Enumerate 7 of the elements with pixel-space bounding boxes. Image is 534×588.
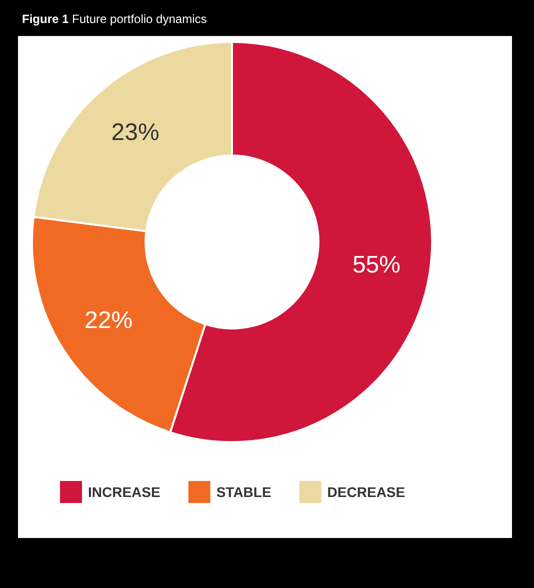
- legend-label: INCREASE: [88, 484, 160, 500]
- data-label: 23%: [111, 118, 160, 146]
- legend-label: STABLE: [216, 484, 272, 500]
- data-label: 55%: [352, 251, 400, 278]
- chart-title: Figure 1 Future portfolio dynamics: [22, 12, 207, 26]
- data-label: 22%: [84, 306, 133, 334]
- legend-label: DECREASE: [327, 484, 406, 500]
